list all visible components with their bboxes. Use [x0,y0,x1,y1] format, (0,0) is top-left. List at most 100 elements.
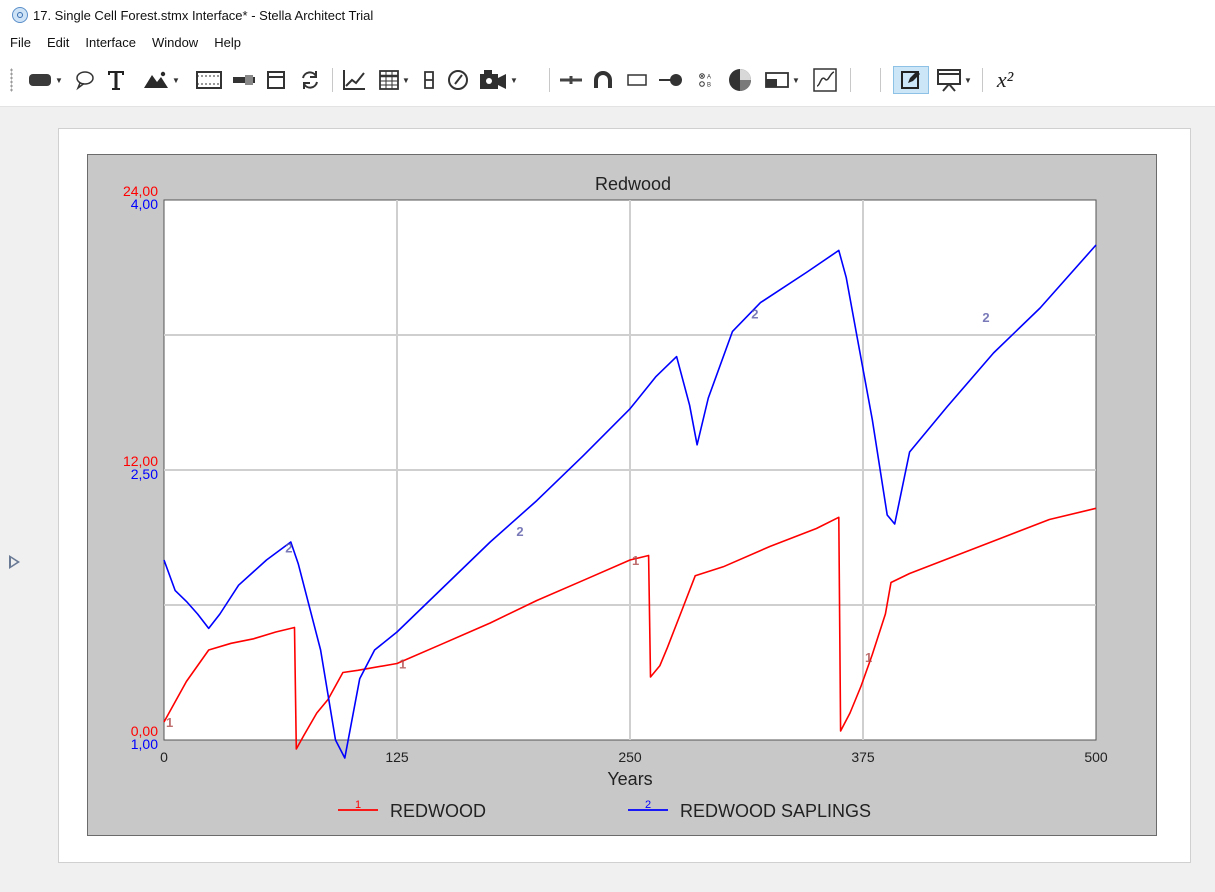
stock-icon [29,74,52,86]
graphical-input-tool-button[interactable] [810,66,840,94]
refresh-tool-button[interactable] [296,66,324,94]
x-tick-label: 125 [385,749,409,765]
equation-icon: x² [996,67,1014,92]
table-tool-button[interactable]: ▼ [374,66,414,94]
pie-tool-button[interactable] [725,66,755,94]
text-icon [108,71,124,90]
toolbar-separator [332,68,333,92]
video-frame-icon [196,71,222,89]
legend-label-1: REDWOOD [390,801,486,821]
speech-bubble-icon [76,71,94,91]
legend-label-2: REDWOOD SAPLINGS [680,801,871,821]
menu-edit[interactable]: Edit [46,35,70,50]
toolbar-separator [549,68,550,92]
svg-text:B: B [707,83,711,89]
x-tick-label: 375 [851,749,875,765]
edit-icon [901,71,920,89]
speech-bubble-tool-button[interactable] [72,66,98,94]
knob-toggle-tool-button[interactable] [655,66,687,94]
grid-lines [164,200,1096,740]
gauge-tool-button[interactable] [444,66,472,94]
y-tick-label: 1,00 [131,736,158,752]
stella-app-icon [12,7,28,23]
table-icon [379,70,399,90]
image-icon [144,71,169,88]
camera-tool-button[interactable]: ▼ [476,66,520,94]
slider-icon [233,75,255,85]
toolbar-separator [982,68,983,92]
menu-bar: File Edit Interface Window Help [0,30,1215,56]
window-title: 17. Single Cell Forest.stmx Interface* -… [33,7,374,23]
menu-file[interactable]: File [10,35,31,50]
arc-tool-button[interactable] [589,66,617,94]
switch-tool-button[interactable] [622,66,652,94]
series-marker-2: 2 [982,310,989,325]
y-tick-label: 0,00 [131,723,158,739]
series-line-1 [163,507,1097,750]
list-input-tool-button[interactable]: ▼ [760,66,804,94]
x-axis-title: Years [607,769,652,789]
graph-tool-button[interactable] [339,66,369,94]
arc-icon [594,71,612,88]
graph-widget[interactable]: Redwood 1 1 1 1 2 2 2 2 24,00 12,00 0,00 4,00 2,50 1… [87,154,1157,836]
chevron-down-icon: ▼ [792,75,800,85]
camera-icon [480,70,507,89]
x-tick-label: 0 [160,749,168,765]
series-marker-2: 2 [516,524,523,539]
connector-tool-button[interactable] [556,66,586,94]
graph-icon [343,70,365,90]
legend-marker-2: 2 [645,799,651,811]
chevron-down-icon: ▼ [510,75,518,85]
chevron-down-icon: ▼ [172,75,180,85]
switch-icon [627,74,647,86]
series-markers: 1 1 1 1 2 2 2 2 [166,306,990,730]
toolbar-separator [880,68,881,92]
presentation-icon [937,69,962,92]
text-tool-button[interactable] [103,66,129,94]
knob-toggle-icon [659,74,682,86]
chevron-down-icon: ▼ [402,75,410,85]
presentation-mode-button[interactable]: ▼ [932,66,976,94]
menu-window[interactable]: Window [151,35,199,50]
graphical-input-icon [813,68,837,92]
series-marker-1: 1 [632,553,639,568]
expand-panel-arrow[interactable] [9,555,20,569]
menu-help[interactable]: Help [214,35,241,50]
y-tick-label: 4,00 [131,196,158,212]
y-axis-labels: 24,00 12,00 0,00 4,00 2,50 1,00 [123,183,158,752]
y-tick-label: 24,00 [123,183,158,199]
series-marker-1: 1 [399,657,406,672]
svg-text:A: A [707,75,711,81]
legend-marker-1: 1 [355,799,361,811]
redwood-chart: Redwood 1 1 1 1 2 2 2 2 24,00 12,00 0,00 4,00 2,50 1… [123,174,1108,821]
series-marker-1: 1 [166,715,173,730]
x-axis-labels: 0 125 250 375 500 [160,749,1108,765]
pie-icon [729,69,751,91]
x-tick-label: 250 [618,749,642,765]
series-marker-2: 2 [751,306,758,321]
y-tick-label: 2,50 [131,466,158,482]
edit-mode-button[interactable] [893,66,929,94]
series-lines [163,244,1097,759]
title-bar: 17. Single Cell Forest.stmx Interface* -… [0,0,1215,30]
video-tool-button[interactable] [194,66,224,94]
toolbar-separator [850,68,851,92]
stock-tool-button[interactable]: ▼ [24,66,66,94]
chart-title: Redwood [595,174,671,194]
series-marker-1: 1 [865,650,872,665]
chevron-down-icon: ▼ [55,75,63,85]
series-line-2 [163,244,1097,759]
radio-options-icon: AB [699,73,711,89]
toolbar-grip[interactable] [10,68,13,92]
image-tool-button[interactable]: ▼ [140,66,182,94]
slider-tool-button[interactable] [229,66,259,94]
frame-icon [267,71,285,89]
menu-interface[interactable]: Interface [85,35,136,50]
numeric-display-tool-button[interactable] [418,66,440,94]
equation-tool-button[interactable]: x² [988,66,1022,94]
x-tick-label: 500 [1084,749,1108,765]
frame-tool-button[interactable] [263,66,289,94]
numeric-display-icon [424,71,434,89]
